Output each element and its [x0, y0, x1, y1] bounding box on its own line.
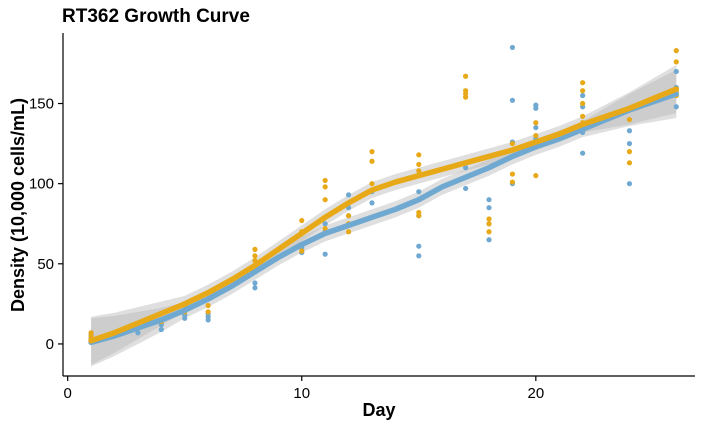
data-point-series-2	[88, 330, 94, 336]
data-point-series-2	[416, 161, 422, 168]
data-point-series-1	[416, 253, 422, 259]
data-point-series-1	[345, 192, 352, 198]
data-point-series-1	[158, 326, 164, 333]
data-point-series-2	[345, 229, 352, 235]
data-point-series-2	[252, 253, 258, 259]
data-point-series-1	[626, 128, 633, 134]
y-tick-label: 100	[29, 176, 54, 193]
data-point-series-2	[416, 152, 422, 158]
data-point-series-2	[580, 113, 586, 119]
data-point-series-2	[673, 48, 679, 54]
data-point-series-2	[416, 168, 422, 174]
data-point-series-2	[580, 88, 586, 94]
data-point-series-2	[322, 177, 328, 184]
data-point-series-1	[486, 197, 492, 203]
data-point-series-2	[533, 173, 539, 179]
data-point-series-2	[486, 221, 492, 227]
data-point-series-2	[205, 309, 211, 315]
data-point-series-1	[509, 97, 516, 103]
data-point-series-1	[252, 280, 258, 286]
data-point-series-2	[509, 140, 516, 147]
data-point-series-2	[205, 302, 211, 309]
data-point-series-1	[322, 221, 328, 227]
data-point-series-2	[626, 160, 633, 166]
data-point-series-1	[135, 330, 141, 336]
data-point-series-2	[580, 100, 586, 107]
chart-title: RT362 Growth Curve	[62, 6, 250, 27]
data-point-series-2	[486, 229, 492, 235]
data-point-series-1	[252, 285, 258, 291]
data-point-series-2	[322, 197, 328, 203]
data-point-series-1	[486, 237, 492, 243]
data-point-series-1	[369, 200, 375, 206]
data-point-series-1	[673, 68, 679, 75]
axes: 0 10 20 0 50 100 150	[29, 33, 695, 402]
y-axis-label: Density (10,000 cells/mL)	[8, 98, 28, 312]
trend-line-series-1	[88, 91, 680, 346]
data-point-series-2	[322, 225, 328, 232]
data-point-series-2	[369, 181, 375, 187]
data-point-series-2	[626, 149, 633, 155]
y-axis-label-group: Density (10,000 cells/mL)	[8, 98, 28, 312]
data-point-series-2	[416, 209, 422, 216]
data-point-series-2	[322, 184, 328, 190]
data-point-series-2	[533, 132, 539, 139]
trend-lines	[88, 86, 680, 346]
x-axis-label: Day	[362, 400, 396, 420]
data-point-series-2	[673, 59, 679, 65]
data-point-series-1	[463, 185, 469, 192]
trend-line-series-2	[88, 86, 680, 344]
data-point-series-2	[345, 213, 352, 219]
x-tick-label: 20	[527, 385, 544, 402]
data-point-series-2	[509, 171, 516, 177]
data-point-series-1	[626, 181, 633, 187]
data-point-series-1	[463, 165, 469, 171]
data-point-series-2	[463, 73, 469, 79]
confidence-band-2	[91, 65, 677, 365]
data-point-series-1	[486, 205, 492, 211]
y-tick-label: 0	[46, 336, 54, 353]
data-point-series-2	[369, 158, 375, 164]
x-tick-label: 0	[64, 385, 72, 402]
data-point-series-1	[509, 44, 516, 51]
data-point-series-2	[626, 116, 633, 123]
data-point-series-1	[416, 189, 422, 195]
data-point-series-1	[322, 251, 328, 257]
data-point-series-2	[486, 216, 492, 222]
data-point-series-1	[673, 104, 679, 110]
data-point-series-2	[252, 246, 258, 252]
y-tick-label: 50	[37, 256, 54, 273]
data-point-series-1	[533, 124, 539, 131]
data-point-series-1	[580, 150, 586, 156]
data-point-series-2	[509, 179, 516, 185]
data-point-series-1	[416, 243, 422, 249]
data-point-series-2	[299, 217, 305, 224]
data-point-series-2	[580, 80, 586, 86]
x-tick-label: 10	[293, 385, 310, 402]
y-tick-label: 150	[29, 96, 54, 113]
data-point-series-2	[533, 120, 539, 126]
data-point-series-2	[369, 149, 375, 155]
data-point-series-1	[580, 92, 586, 99]
data-point-series-1	[533, 102, 539, 108]
data-point-series-2	[299, 248, 305, 254]
data-point-series-2	[463, 88, 469, 94]
data-point-series-1	[626, 140, 633, 147]
